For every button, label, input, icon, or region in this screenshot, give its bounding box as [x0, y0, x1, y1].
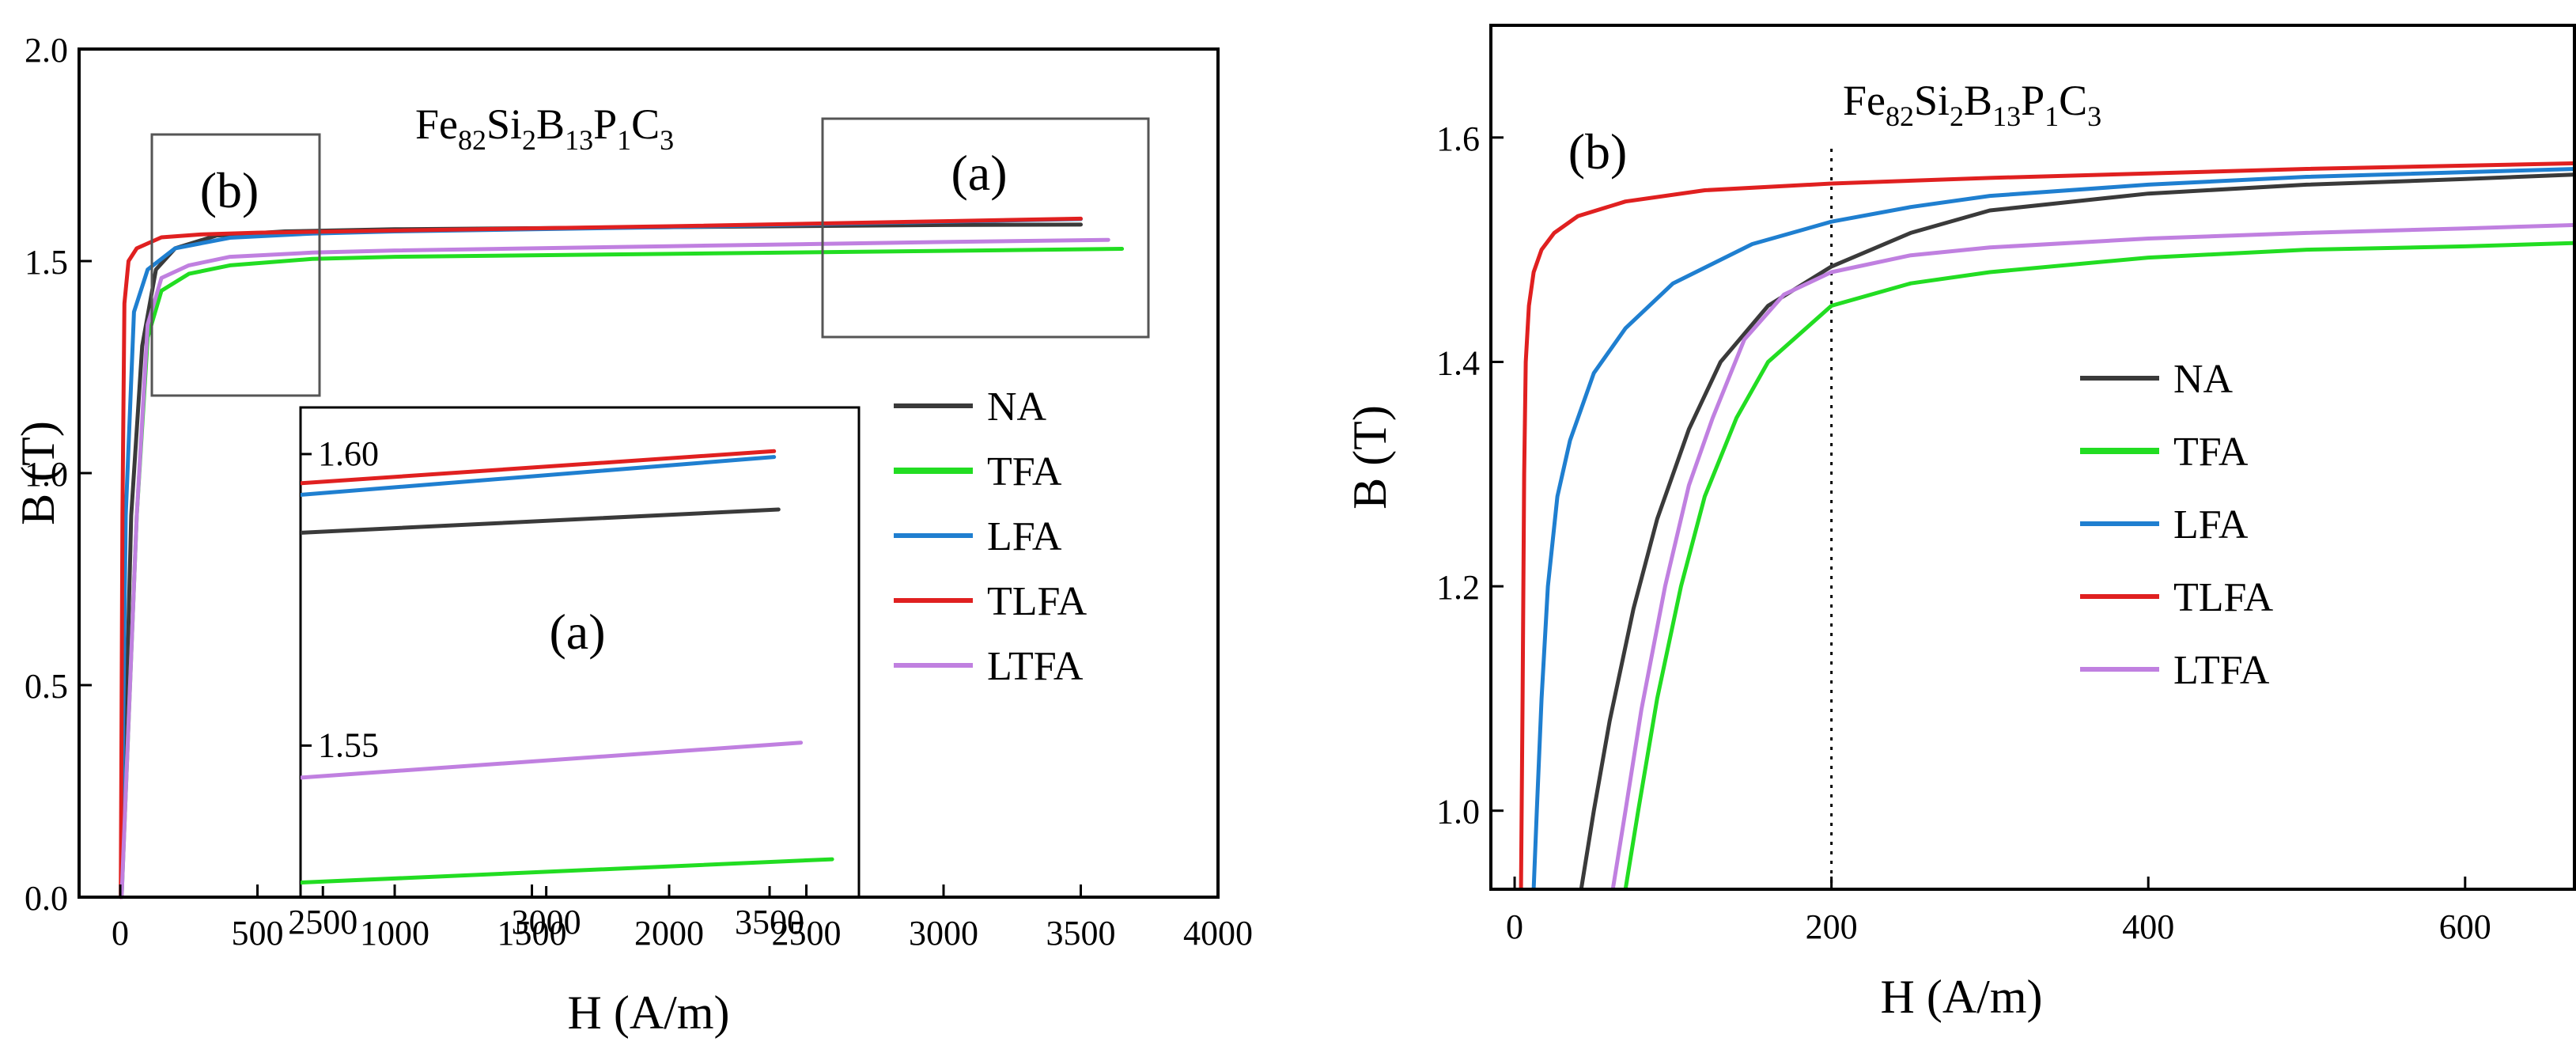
inset-series-group [301, 449, 834, 885]
left-legend-label-tlfa: TLFA [987, 579, 1088, 624]
left-xtick-label: 3000 [909, 914, 978, 953]
right-series-ltfa [1610, 222, 2576, 889]
left-xtick-label: 1000 [360, 914, 429, 953]
left-xtick-label: 3500 [1046, 914, 1116, 953]
left-chart: 2500 3000 3500 1.55 1.60 (a) (b) (a) Fe82Si2B13P… [12, 31, 1253, 1039]
inset-series-tlfa [301, 449, 777, 486]
inset-ytick-label: 1.55 [318, 725, 379, 764]
inset-chart: 2500 3000 3500 1.55 1.60 (a) [288, 406, 861, 941]
left-x-axis-label: H (A/m) [568, 987, 730, 1039]
left-legend-label-lfa: LFA [987, 514, 1062, 559]
inset-xtick-label: 3000 [512, 903, 581, 941]
right-legend-label-lfa: LFA [2173, 502, 2249, 547]
right-ytick-label: 1.6 [1436, 119, 1480, 158]
left-ytick-label: 1.5 [25, 243, 68, 282]
right-ytick-label: 1.4 [1436, 343, 1480, 382]
right-series-na [1579, 172, 2576, 889]
inset-series-lfa [301, 455, 777, 497]
zoom-box-a-label: (a) [951, 145, 1007, 201]
right-formula-title: Fe82Si2B13P1C3 [1843, 77, 2101, 132]
left-ytick-label: 2.0 [25, 31, 68, 70]
right-ytick-label: 1.2 [1436, 568, 1480, 607]
left-xtick-label: 4000 [1183, 914, 1253, 953]
inset-series-na [301, 507, 781, 535]
left-legend-label-na: NA [987, 384, 1047, 430]
left-ytick-label: 0.5 [25, 667, 68, 706]
left-xtick-label: 500 [232, 914, 284, 953]
right-xtick-label: 400 [2122, 907, 2174, 946]
left-series-ltfa [119, 237, 1110, 900]
right-xtick-label: 200 [1806, 907, 1858, 946]
inset-xtick-label: 3500 [735, 903, 804, 941]
right-x-axis-label: H (A/m) [1881, 971, 2043, 1023]
left-xtick-label: 2000 [634, 914, 704, 953]
left-ytick-label: 1.0 [25, 455, 68, 494]
right-series-group [1519, 149, 2576, 889]
left-xtick-label: 0 [112, 914, 129, 953]
right-legend-label-ltfa: LTFA [2173, 648, 2270, 693]
left-formula-title: Fe82Si2B13P1C3 [415, 100, 674, 156]
right-legend-label-tlfa: TLFA [2173, 575, 2274, 620]
zoom-box-b [150, 133, 321, 397]
inset-panel-label: (a) [549, 604, 605, 660]
right-xtick-label: 600 [2439, 907, 2491, 946]
left-y-axis-label: B (T) [12, 421, 64, 525]
right-series-tfa [1623, 241, 2576, 889]
zoom-box-b-label: (b) [200, 162, 259, 218]
right-y-axis-label: B (T) [1344, 405, 1396, 509]
inset-series-ltfa [301, 741, 804, 780]
right-panel-label: (b) [1568, 123, 1628, 180]
inset-ytick-label: 1.60 [318, 434, 379, 473]
right-plot-frame [1489, 24, 2576, 891]
right-chart: Fe82Si2B13P1C3 (b) NA TFA LFA TLFA LTFA 0 200 400… [1344, 24, 2576, 1023]
right-series-lfa [1531, 167, 2576, 889]
right-ytick-label: 1.0 [1436, 793, 1480, 831]
zoom-box-a [821, 117, 1150, 339]
left-xtick-label: 1500 [497, 914, 567, 953]
left-legend-label-tfa: TFA [987, 449, 1062, 494]
right-legend-label-na: NA [2173, 357, 2234, 402]
left-ytick-label: 0.0 [25, 879, 68, 918]
left-legend-label-ltfa: LTFA [987, 644, 1084, 689]
right-series-tlfa [1519, 161, 2576, 889]
inset-xtick-label: 2500 [288, 903, 357, 941]
right-xtick-label: 0 [1506, 907, 1523, 946]
left-xtick-label: 2500 [772, 914, 842, 953]
inset-series-tfa [301, 857, 834, 885]
left-series-tlfa [119, 216, 1083, 900]
right-legend-label-tfa: TFA [2173, 430, 2249, 475]
